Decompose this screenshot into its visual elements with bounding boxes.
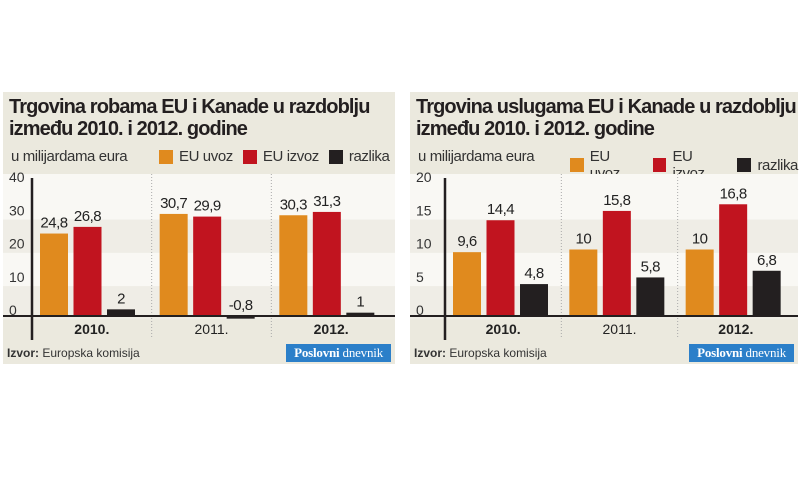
y-tick-label: 0 [416, 302, 424, 318]
logo-part2: dnevnik [745, 345, 787, 360]
data-label: -0,8 [229, 297, 253, 314]
bar-eu-izvoz [312, 211, 341, 316]
source-text: Europska komisija [449, 346, 547, 360]
poslovni-dnevnik-logo: Poslovni dnevnik [689, 344, 794, 362]
data-label: 29,9 [194, 198, 221, 215]
legend-label: razlika [757, 156, 798, 174]
bar-eu-uvoz [685, 249, 714, 316]
legend-swatch [328, 149, 343, 164]
y-tick-label: 10 [9, 269, 25, 285]
data-label: 4,8 [524, 265, 544, 282]
bar-eu-uvoz [40, 233, 68, 316]
legend-item-import: EU uvoz [159, 148, 233, 165]
data-label: 10 [575, 231, 591, 248]
unit-label: u milijardama eura [418, 148, 535, 165]
unit-label: u milijardama eura [11, 148, 128, 165]
y-tick-label: 5 [416, 269, 424, 285]
bar-eu-izvoz [193, 216, 222, 316]
bar-eu-izvoz [486, 220, 515, 316]
data-label: 15,8 [603, 192, 630, 209]
bar-eu-uvoz [569, 249, 598, 316]
legend-swatch [652, 158, 667, 172]
bar-eu-izvoz [602, 210, 631, 316]
legend-item-export: EU izvoz [242, 148, 319, 165]
chart-title: Trgovina uslugama EU i Kanade u razdoblj… [416, 96, 797, 140]
bar-eu-uvoz [453, 252, 481, 316]
data-label: 9,6 [457, 233, 477, 250]
legend: EU uvoz EU izvoz razlika [570, 148, 798, 182]
x-category-label: 2012. [718, 321, 753, 337]
legend-label: EU izvoz [262, 148, 319, 165]
bar-razlika [752, 270, 781, 316]
y-tick-label: 20 [9, 236, 25, 252]
y-tick-label: 20 [416, 169, 432, 185]
data-label: 24,8 [40, 215, 67, 232]
bar-eu-uvoz [279, 215, 308, 316]
y-tick-label: 30 [9, 202, 25, 218]
legend-swatch [159, 149, 173, 164]
title-line-1: Trgovina robama EU i Kanade u razdoblju [9, 96, 370, 118]
data-label: 2 [117, 290, 125, 307]
source-note: Izvor: Europska komisija [414, 346, 547, 360]
bar-eu-uvoz [159, 213, 188, 316]
plot-area: 0 10 20 30 40 24,8 26,8 2 2010. 30,7 29,9 -0,82011.… [3, 169, 395, 340]
data-label: 30,3 [280, 196, 307, 213]
legend-label: razlika [348, 148, 390, 165]
data-label: 1 [356, 294, 364, 311]
logo-part1: Poslovni [697, 345, 743, 360]
legend-swatch [737, 158, 752, 172]
source-label: Izvor: [7, 346, 40, 360]
source-note: Izvor: Europska komisija [7, 346, 140, 360]
services-trade-chart: Trgovina uslugama EU i Kanade u razdoblj… [410, 92, 798, 364]
data-label: 6,8 [757, 252, 777, 269]
x-category-label: 2011. [603, 321, 637, 337]
bar-razlika [226, 316, 255, 319]
source-label: Izvor: [414, 346, 447, 360]
source-text: Europska komisija [42, 346, 140, 360]
plot-area: 0 5 10 15 20 9,6 14,4 4,8 2010. 10 15,8 5,8 2011. 10 1… [410, 169, 798, 340]
bar-razlika [520, 284, 548, 316]
y-tick-label: 40 [9, 169, 25, 185]
data-label: 31,3 [313, 193, 340, 210]
title-line-2: između 2010. i 2012. godine [416, 118, 655, 140]
data-label: 30,7 [160, 195, 187, 212]
legend-swatch [242, 149, 257, 164]
y-tick-label: 15 [416, 202, 432, 218]
logo-part1: Poslovni [294, 345, 340, 360]
x-category-label: 2011. [195, 321, 229, 337]
legend-label: EU uvoz [179, 148, 233, 165]
chart-title: Trgovina robama EU i Kanade u razdoblju … [9, 96, 370, 140]
data-label: 14,4 [487, 201, 514, 218]
x-category-label: 2010. [486, 321, 521, 337]
y-tick-label: 10 [416, 236, 432, 252]
title-line-2: između 2010. i 2012. godine [9, 118, 248, 140]
data-label: 26,8 [74, 208, 101, 225]
data-label: 5,8 [641, 258, 661, 275]
legend-item-difference: razlika [737, 148, 798, 182]
goods-trade-chart: Trgovina robama EU i Kanade u razdoblju … [3, 92, 395, 364]
logo-part2: dnevnik [342, 345, 384, 360]
data-label: 10 [692, 231, 708, 248]
data-label: 16,8 [720, 185, 747, 202]
bar-eu-izvoz [719, 204, 748, 316]
legend-swatch [570, 158, 584, 172]
legend: EU uvoz EU izvoz razlika [159, 148, 390, 165]
bar-eu-izvoz [73, 226, 102, 316]
legend-item-difference: razlika [328, 148, 390, 165]
x-category-label: 2012. [314, 321, 349, 337]
x-category-label: 2010. [74, 321, 109, 337]
bar-razlika [636, 277, 665, 316]
title-line-1: Trgovina uslugama EU i Kanade u razdoblj… [416, 96, 797, 118]
bar-razlika [346, 312, 375, 316]
bar-razlika [107, 309, 135, 316]
poslovni-dnevnik-logo: Poslovni dnevnik [286, 344, 391, 362]
y-tick-label: 0 [9, 302, 17, 318]
